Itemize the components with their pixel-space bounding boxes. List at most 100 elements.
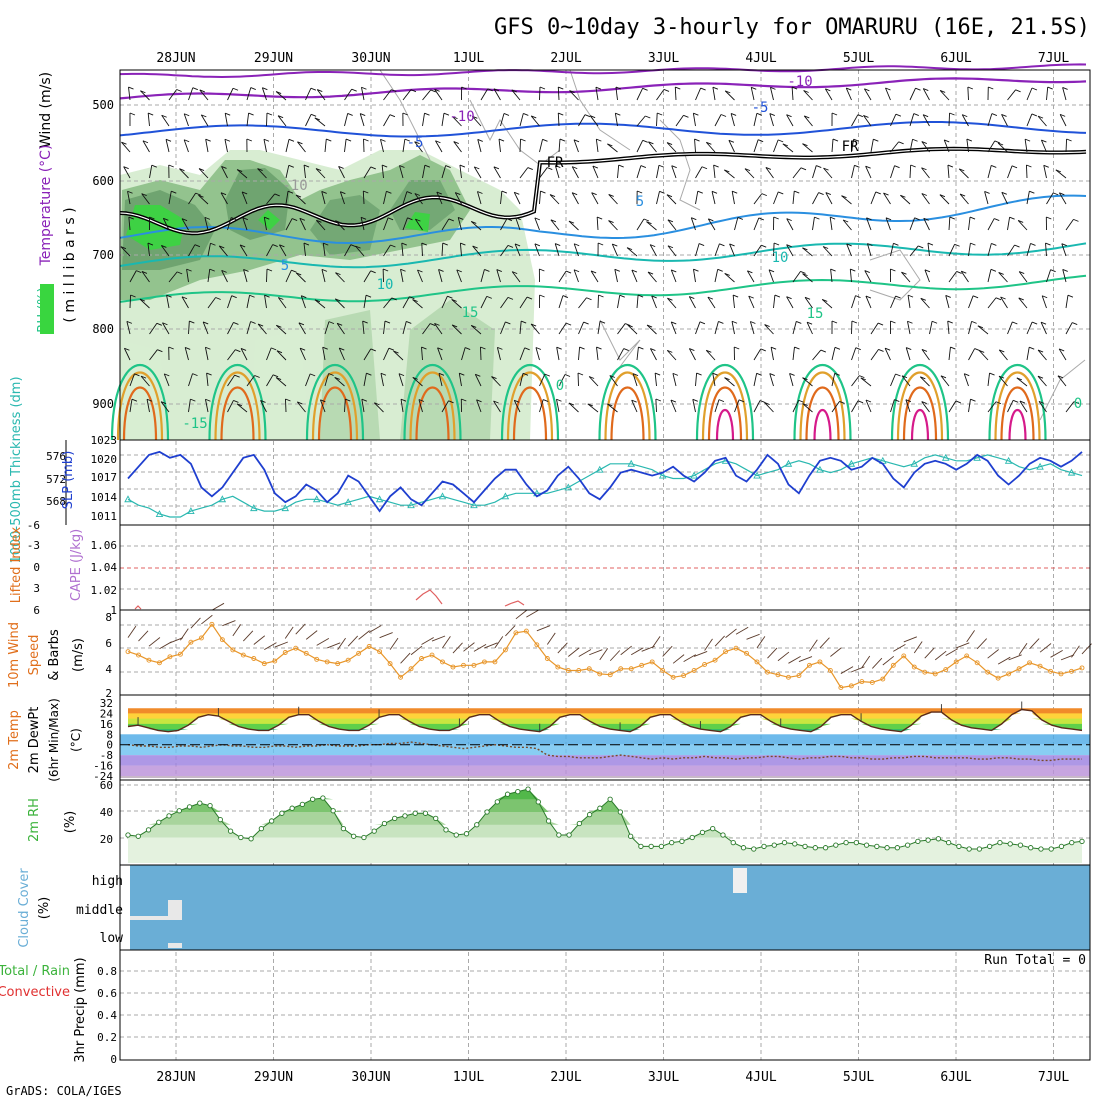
wind-speed-point — [848, 683, 854, 689]
wind-barb — [909, 164, 912, 179]
wind-barb-flag — [999, 349, 1005, 353]
wind-barb — [770, 87, 774, 101]
temp-contour-loop — [701, 371, 749, 441]
wind-barb-flag — [1067, 294, 1074, 298]
wind-barb-flag — [574, 243, 580, 247]
wind-barb-flag — [596, 138, 602, 142]
wind-barb-flag — [843, 219, 849, 223]
temp-tick: 24 — [100, 707, 114, 720]
wind-barb — [180, 628, 189, 641]
wind-barb — [748, 295, 755, 309]
wind-barb — [266, 193, 276, 205]
wind-barb-flag — [136, 270, 142, 274]
slp-panel — [120, 450, 1090, 518]
wind-barb — [987, 140, 996, 153]
temp-contour-loop — [715, 408, 735, 441]
wind-barb-flag — [949, 216, 956, 220]
wind-barb-flag — [219, 245, 225, 249]
wind-barb-flag — [587, 403, 593, 407]
rh-point — [925, 837, 931, 843]
wind-barb-flag — [455, 192, 461, 196]
wind-barb — [461, 347, 466, 361]
wind-barb — [729, 243, 735, 257]
wind-barb — [355, 245, 365, 257]
wind-barb — [921, 349, 930, 361]
date-label-top: 28JUN — [156, 51, 195, 66]
wind-barb-flag — [1029, 190, 1035, 194]
wind-barb-flag — [642, 87, 648, 91]
rh-point — [145, 827, 152, 833]
wind-barb-flag — [769, 373, 775, 376]
wind-barb — [968, 295, 974, 309]
rh-point — [412, 810, 418, 816]
wind-barb — [646, 324, 657, 335]
rh-point — [884, 845, 890, 851]
wind-barb — [257, 168, 267, 179]
wind-barb — [347, 635, 359, 647]
wind-barb — [220, 192, 228, 205]
wind-barb-flag — [493, 400, 499, 404]
rh-point — [474, 822, 480, 828]
wind-barb — [417, 269, 423, 283]
rh-point — [504, 791, 511, 797]
wind-barb — [149, 165, 153, 179]
wind-speed-point — [492, 659, 498, 665]
wind-barb — [188, 320, 190, 335]
temp-contour-loop — [610, 386, 645, 441]
wind-barb-flag — [831, 112, 838, 116]
wind-barb-flag — [713, 164, 719, 168]
wind-barb-flag — [706, 141, 712, 145]
wind-barb-flag — [959, 193, 966, 197]
wind-barb — [1018, 271, 1028, 283]
wind-barb-flag — [555, 243, 561, 246]
rh-point — [166, 813, 172, 819]
wind-barb-flag — [998, 272, 1004, 275]
wind-barb — [711, 191, 716, 205]
wind-barb — [322, 243, 326, 257]
contour-label: 15 — [807, 306, 824, 322]
wind-barb — [181, 218, 189, 231]
wind-barb-flag — [263, 138, 270, 142]
wind-barb-flag — [562, 295, 569, 299]
wind-barb-flag — [192, 373, 198, 377]
wind-barb-flag — [465, 347, 471, 350]
wind-speed-point — [838, 685, 844, 691]
wind-barb — [535, 347, 540, 361]
wind-barb — [374, 402, 384, 413]
wind-barb-flag — [381, 164, 388, 168]
precip-tick: 0.2 — [97, 1031, 117, 1044]
pressure-tick: 900 — [92, 397, 114, 411]
run-total-label: Run Total = 0 — [984, 953, 1086, 968]
wind-barb — [939, 194, 950, 205]
wind-barb — [978, 350, 989, 361]
wind-barb — [1025, 164, 1028, 179]
wind-barb — [870, 322, 879, 335]
wind-barb-flag — [527, 167, 533, 171]
wind-barb-flag — [210, 242, 216, 246]
wind-barb-flag — [802, 377, 808, 381]
temp-contour-loop — [500, 363, 560, 441]
wind-barb — [984, 191, 989, 205]
wind-barb — [459, 165, 462, 179]
wind-speed-point — [177, 651, 183, 657]
wind-barb-flag — [883, 192, 889, 196]
upper-wind-barbs — [120, 86, 1080, 413]
wind-barb-flag — [234, 374, 240, 378]
temp-band — [120, 776, 1090, 778]
wind-barb — [905, 399, 911, 413]
wind-barb — [227, 295, 233, 309]
wind-barb — [589, 115, 599, 127]
wind-barb-flag — [461, 86, 467, 90]
rh-point — [710, 825, 716, 832]
rh-point — [976, 846, 983, 852]
wind-barb — [519, 296, 528, 309]
rh-point — [351, 833, 357, 839]
wind-barb-flag — [146, 398, 153, 402]
wind-barb — [802, 403, 813, 413]
wind-barb — [362, 321, 365, 335]
rh-shading — [120, 155, 470, 300]
wind-barb-flag — [855, 295, 861, 299]
wind-barb-flag — [865, 165, 871, 169]
rh-point — [853, 839, 859, 846]
precip-tick: 0 — [110, 1053, 117, 1066]
